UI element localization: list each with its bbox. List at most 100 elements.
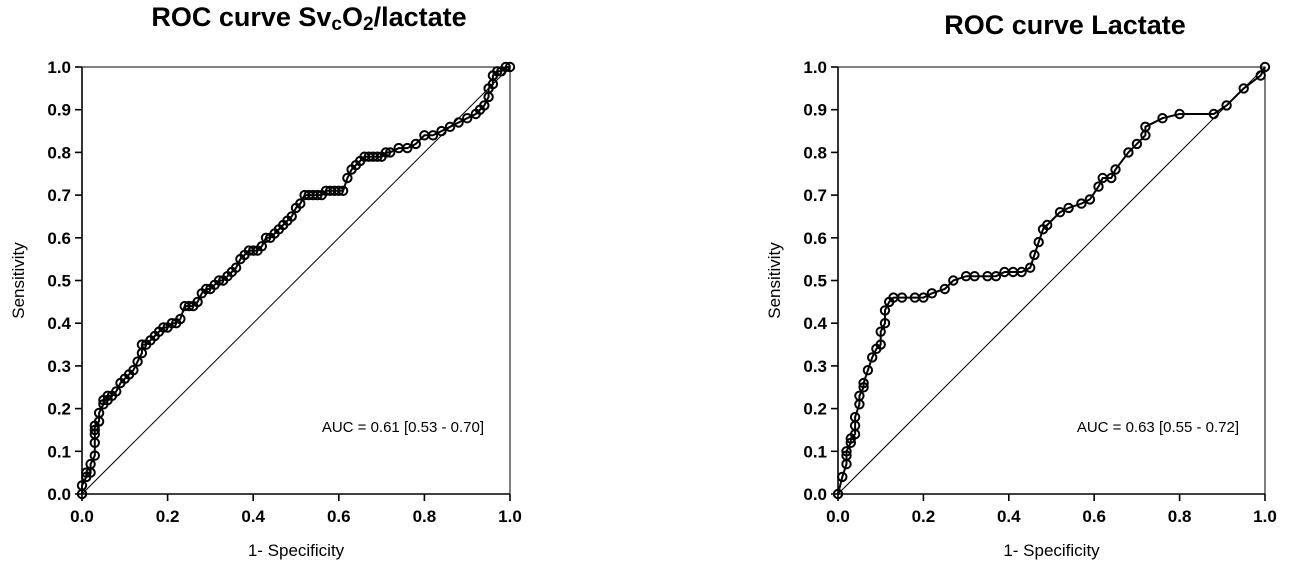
x-tick-label: 0.6 bbox=[1082, 507, 1106, 526]
roc-point bbox=[436, 125, 447, 137]
roc-point bbox=[837, 471, 848, 483]
roc-point bbox=[462, 113, 473, 124]
auc-annotation: AUC = 0.63 [0.55 - 0.72] bbox=[1077, 419, 1239, 436]
roc-point bbox=[1033, 236, 1044, 248]
y-axis-title: Sensitivity bbox=[9, 242, 28, 319]
title-main: ROC curve Sv bbox=[151, 2, 332, 32]
roc-point bbox=[1221, 100, 1232, 111]
roc-point bbox=[200, 283, 212, 295]
roc-point bbox=[444, 121, 456, 133]
roc-point bbox=[492, 66, 503, 77]
roc-point bbox=[76, 480, 88, 491]
roc-point bbox=[1084, 194, 1096, 205]
roc-point bbox=[372, 151, 383, 162]
roc-point bbox=[841, 450, 852, 461]
y-tick-label: 0.2 bbox=[803, 400, 827, 419]
roc-point bbox=[1208, 108, 1220, 120]
roc-point bbox=[337, 185, 349, 197]
y-tick-label: 0.9 bbox=[803, 101, 827, 120]
roc-point bbox=[132, 356, 143, 367]
roc-point bbox=[1131, 138, 1143, 150]
roc-chart-lactate: 0.0 0.1 0.2 0.3 0.4 0.5 0.6 0.7 0.8 0.9 1.0 0.0 0.2 0… bbox=[765, 58, 1277, 560]
roc-point bbox=[410, 138, 421, 150]
roc-point bbox=[1140, 121, 1151, 133]
roc-point bbox=[175, 313, 186, 325]
roc-point bbox=[845, 437, 856, 448]
roc-point bbox=[427, 130, 439, 141]
x-tick-label: 0.0 bbox=[826, 507, 850, 526]
y-tick-label: 0.8 bbox=[803, 143, 827, 162]
roc-point bbox=[158, 322, 169, 333]
roc-point bbox=[385, 147, 396, 158]
x-tick-label: 1.0 bbox=[498, 507, 522, 526]
y-tick-label: 0.1 bbox=[803, 442, 827, 461]
roc-point bbox=[1157, 113, 1168, 124]
y-tick-label: 0.5 bbox=[803, 272, 827, 291]
x-tick-label: 0.4 bbox=[241, 507, 265, 526]
roc-point bbox=[102, 390, 113, 401]
roc-point bbox=[948, 275, 959, 286]
y-tick-label: 0.7 bbox=[47, 186, 71, 205]
roc-point bbox=[192, 296, 203, 308]
title-mid: O bbox=[342, 2, 364, 32]
x-axis-title: 1- Specificity bbox=[248, 541, 345, 560]
roc-point bbox=[969, 271, 980, 282]
roc-point bbox=[342, 172, 353, 184]
reference-diagonal bbox=[81, 66, 511, 495]
roc-point bbox=[453, 117, 464, 128]
roc-point bbox=[402, 142, 413, 154]
roc-point bbox=[89, 424, 101, 436]
roc-point bbox=[849, 411, 861, 423]
y-tick-label: 1.0 bbox=[47, 58, 71, 77]
roc-point bbox=[230, 262, 242, 273]
roc-point bbox=[183, 300, 195, 312]
y-tick-label: 1.0 bbox=[803, 58, 827, 77]
roc-point bbox=[1123, 147, 1134, 158]
chart-title-right: ROC curve Lactate bbox=[944, 10, 1186, 40]
roc-point bbox=[1029, 249, 1040, 261]
chart-title-left: ROC curve SvcO2/lactate bbox=[82, 2, 536, 35]
roc-point bbox=[1259, 61, 1271, 73]
roc-point bbox=[1255, 70, 1266, 81]
x-tick-label: 0.8 bbox=[1168, 507, 1192, 526]
roc-point bbox=[1076, 198, 1087, 209]
y-axis-title: Sensitivity bbox=[765, 242, 784, 319]
roc-point bbox=[1042, 219, 1053, 231]
roc-point bbox=[81, 467, 92, 478]
roc-point bbox=[990, 271, 1002, 282]
roc-point bbox=[875, 339, 886, 350]
roc-point bbox=[1110, 164, 1121, 175]
roc-point bbox=[1054, 207, 1066, 218]
x-tick-label: 0.0 bbox=[70, 507, 94, 526]
y-tick-label: 0.3 bbox=[803, 357, 827, 376]
roc-point bbox=[111, 386, 122, 397]
roc-point bbox=[295, 198, 306, 209]
x-tick-label: 0.6 bbox=[327, 507, 351, 526]
roc-point bbox=[939, 283, 950, 295]
roc-point bbox=[166, 318, 178, 329]
y-tick-label: 0.3 bbox=[47, 357, 71, 376]
roc-point bbox=[479, 100, 490, 111]
roc-point bbox=[500, 61, 511, 73]
roc-point bbox=[128, 365, 139, 376]
roc-point bbox=[1106, 172, 1117, 184]
roc-point bbox=[1063, 202, 1074, 214]
roc-point bbox=[841, 446, 852, 457]
roc-point bbox=[136, 339, 148, 350]
roc-point bbox=[260, 232, 272, 244]
roc-point bbox=[312, 189, 323, 201]
y-tick-label: 0.9 bbox=[47, 101, 71, 120]
reference-diagonal bbox=[837, 66, 1266, 495]
y-tick-label: 0.6 bbox=[47, 229, 71, 248]
auc-annotation: AUC = 0.61 [0.53 - 0.70] bbox=[322, 419, 484, 436]
y-tick-label: 0.2 bbox=[47, 400, 71, 419]
roc-point bbox=[858, 382, 869, 393]
title-subscript-c: c bbox=[331, 14, 342, 35]
title-end: /lactate bbox=[373, 2, 467, 32]
roc-point bbox=[832, 488, 844, 500]
roc-point bbox=[85, 458, 96, 470]
roc-point bbox=[213, 275, 225, 286]
title-subscript-2: 2 bbox=[363, 14, 374, 35]
y-tick-label: 0.5 bbox=[47, 272, 71, 291]
